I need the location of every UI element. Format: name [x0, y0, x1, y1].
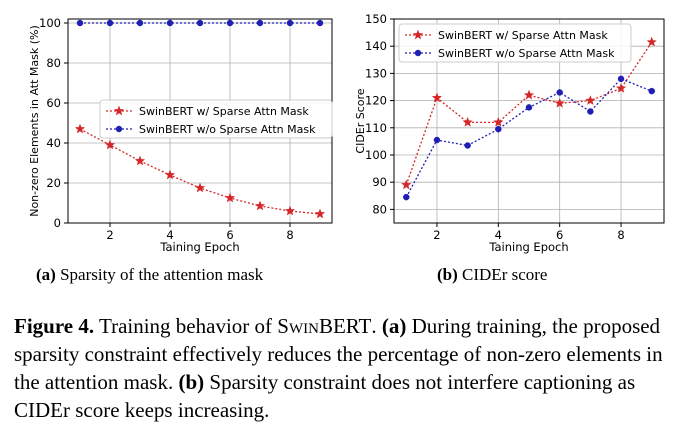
chart-b-series-0-point-0 — [401, 179, 412, 190]
chart-a-ytick-label-5: 100 — [39, 16, 61, 30]
chart-a-series-0-point-0 — [74, 123, 86, 134]
caption-text2: . — [371, 314, 377, 338]
subcaption-b: (b) CIDEr score — [437, 265, 547, 285]
chart-b-series-0-line — [405, 41, 653, 186]
chart-a-legend-marker-0 — [113, 105, 125, 116]
chart-a-legend-label-1: SwinBERT w/o Sparse Attn Mask — [139, 123, 316, 136]
chart-b-legend-label-0: SwinBERT w/ Sparse Attn Mask — [438, 29, 608, 42]
chart-b-series-1-point-3 — [495, 125, 502, 133]
chart-b-series-0-point-6 — [585, 95, 596, 106]
chart-b-series-0-point-8 — [646, 36, 657, 47]
chart-a-ytick-label-0: 0 — [54, 216, 61, 230]
chart-a-series-0-point-1 — [104, 139, 116, 150]
chart-a-series-0-point-7 — [284, 205, 296, 216]
chart-a-legend-label-0: SwinBERT w/ Sparse Attn Mask — [139, 105, 309, 118]
chart-a-series-1-point-8 — [316, 19, 324, 27]
chart-a-xtick-label-2: 6 — [226, 228, 233, 242]
chart-b-ytick-label-4: 120 — [365, 94, 387, 108]
chart-b-xtick-label-0: 2 — [433, 228, 440, 242]
chart-b-ytick-label-5: 130 — [365, 66, 387, 80]
chart-b-ytick-label-3: 110 — [365, 121, 387, 135]
chart-b-plot-frame — [393, 18, 665, 224]
chart-b-series-1-point-4 — [525, 104, 533, 111]
chart-b-series-1-point-5 — [556, 89, 563, 96]
chart-b-legend-marker-1 — [414, 49, 422, 57]
caption-a-label: (a) — [381, 314, 407, 338]
chart-b-series-0-point-7 — [615, 82, 627, 93]
chart-b-series-1-point-0 — [403, 193, 410, 201]
chart-b-ylabel: CIDEr Score — [354, 88, 367, 153]
chart-b-series-0-point-4 — [523, 89, 535, 100]
chart-a-series-1-point-5 — [226, 19, 234, 27]
chart-b-series-0-point-1 — [431, 92, 443, 103]
chart-a-series-1-point-0 — [76, 19, 84, 27]
subcaption-b-text: CIDEr score — [462, 265, 548, 284]
chart-a-xtick-label-3: 8 — [286, 228, 293, 242]
chart-b-xlabel: Taining Epoch — [488, 240, 568, 254]
chart-a-ylabel: Non-zero Elements in Att Mask (%) — [28, 25, 41, 217]
caption-model-name: SwinBERT — [277, 314, 372, 338]
chart-b-series-1-point-1 — [433, 136, 441, 144]
chart-a-series-0-point-5 — [224, 192, 236, 203]
chart-a-series-1-point-7 — [286, 19, 294, 27]
chart-sparsity: 0 20 40 60 80 100 2 4 6 8 Taining Epoch Non-zero El… — [28, 16, 333, 254]
chart-b-series-1-point-6 — [587, 108, 594, 115]
chart-b-ytick-label-2: 100 — [365, 148, 387, 162]
caption-b-label: (b) — [178, 370, 205, 394]
chart-a-series-0-point-2 — [134, 155, 146, 166]
chart-a-ytick-label-4: 80 — [46, 56, 61, 70]
chart-a-ytick-label-3: 60 — [46, 96, 61, 110]
chart-a-series-0-point-6 — [254, 200, 266, 211]
chart-b-xtick-label-2: 6 — [556, 228, 563, 242]
subcaption-b-label: (b) — [437, 265, 458, 284]
chart-b-legend-box — [398, 23, 632, 63]
chart-a-xtick-label-0: 2 — [106, 228, 113, 242]
chart-b-ytick-label-1: 90 — [372, 175, 387, 189]
chart-a-series-0-line — [79, 128, 321, 215]
caption-fig-label: Figure 4. — [14, 314, 95, 338]
caption-a-text: During training, the proposed sparsity c… — [14, 314, 663, 394]
chart-b-series-0-point-2 — [462, 116, 473, 127]
chart-a-series-1-point-3 — [166, 19, 174, 27]
chart-b-ytick-label-0: 80 — [372, 202, 387, 216]
chart-a-legend-marker-1 — [115, 125, 123, 133]
chart-b-series-1-point-2 — [464, 142, 471, 149]
chart-a-ytick-label-1: 20 — [46, 176, 61, 190]
subcaption-a-label: (a) — [36, 265, 56, 284]
chart-b-series-0-point-5 — [554, 97, 565, 108]
figure-caption: Figure 4. Training behavior of SwinBERT.… — [14, 312, 676, 424]
chart-b-ytick-label-6: 140 — [365, 39, 387, 53]
chart-a-series-1-point-2 — [136, 19, 144, 27]
chart-a-series-0-point-3 — [164, 169, 176, 180]
chart-cider: 80 90 100 110 120 130 140 150 2 4 6 8 Taining Epoch C… — [354, 12, 665, 254]
chart-b-legend-marker-0 — [412, 29, 424, 40]
chart-b-series-1-point-8 — [648, 87, 655, 95]
chart-a-series-0-point-8 — [314, 208, 326, 219]
chart-a-ytick-label-2: 40 — [46, 136, 61, 150]
chart-a-xtick-label-1: 4 — [166, 228, 173, 242]
subcaption-a-text: Sparsity of the attention mask — [60, 265, 264, 284]
chart-b-series-1-point-7 — [617, 75, 625, 83]
chart-a-xlabel: Taining Epoch — [159, 240, 239, 254]
chart-a-series-1-point-6 — [256, 19, 264, 27]
caption-b-text: Sparsity constraint does not interfere c… — [14, 370, 636, 422]
caption-text1: Training behavior of — [98, 314, 273, 338]
chart-b-ytick-label-7: 150 — [365, 12, 387, 26]
chart-b-xtick-label-3: 8 — [617, 228, 624, 242]
subcaption-a: (a) Sparsity of the attention mask — [36, 265, 263, 285]
chart-a-series-1-point-4 — [196, 19, 204, 27]
chart-b-legend-label-1: SwinBERT w/o Sparse Attn Mask — [438, 47, 615, 60]
chart-b-series-0-point-3 — [493, 116, 504, 127]
chart-a-series-0-point-4 — [194, 182, 206, 193]
chart-b-xtick-label-1: 4 — [495, 228, 502, 242]
chart-a-legend-box — [99, 99, 333, 139]
chart-a-series-1-point-1 — [106, 19, 114, 27]
